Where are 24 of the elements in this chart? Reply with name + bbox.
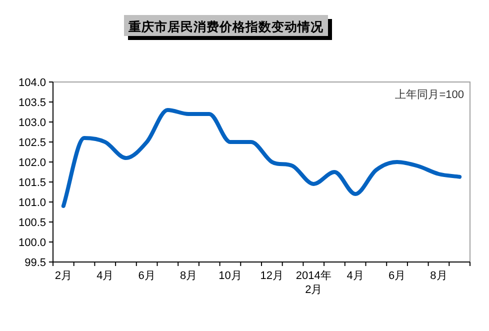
- x-tick-label: 6月: [388, 270, 406, 282]
- y-tick-label: 101.0: [18, 197, 46, 209]
- annotation: 上年同月=100: [395, 88, 464, 101]
- y-tick-label: 100.5: [18, 217, 46, 229]
- x-tick-label: 10月: [218, 270, 242, 282]
- y-tick-label: 104.0: [18, 77, 46, 89]
- line-series: [61, 108, 462, 208]
- x-tick-label: 8月: [180, 270, 198, 282]
- y-tick-label: 102.0: [18, 157, 46, 169]
- x-tick-label: 12月: [260, 270, 284, 282]
- title: 重庆市居民消费价格指数变动情况: [124, 15, 332, 40]
- y-tick-label: 100.0: [18, 237, 46, 249]
- chart-title: 重庆市居民消费价格指数变动情况: [128, 19, 324, 34]
- y-tick-label: 103.0: [18, 117, 46, 129]
- y-tick-label: 101.5: [18, 177, 46, 189]
- y-tick-label: 103.5: [18, 97, 46, 109]
- x-tick-label: 6月: [138, 270, 156, 282]
- x-tick-label: 4月: [346, 270, 364, 282]
- y-tick-label: 102.5: [18, 137, 46, 149]
- x-tick-label: 4月: [96, 270, 114, 282]
- x-tick-label: 8月: [430, 270, 448, 282]
- x-tick-label: 2014年 2月: [296, 270, 332, 296]
- x-tick-label: 2月: [54, 270, 72, 282]
- y-tick-label: 99.5: [24, 257, 46, 269]
